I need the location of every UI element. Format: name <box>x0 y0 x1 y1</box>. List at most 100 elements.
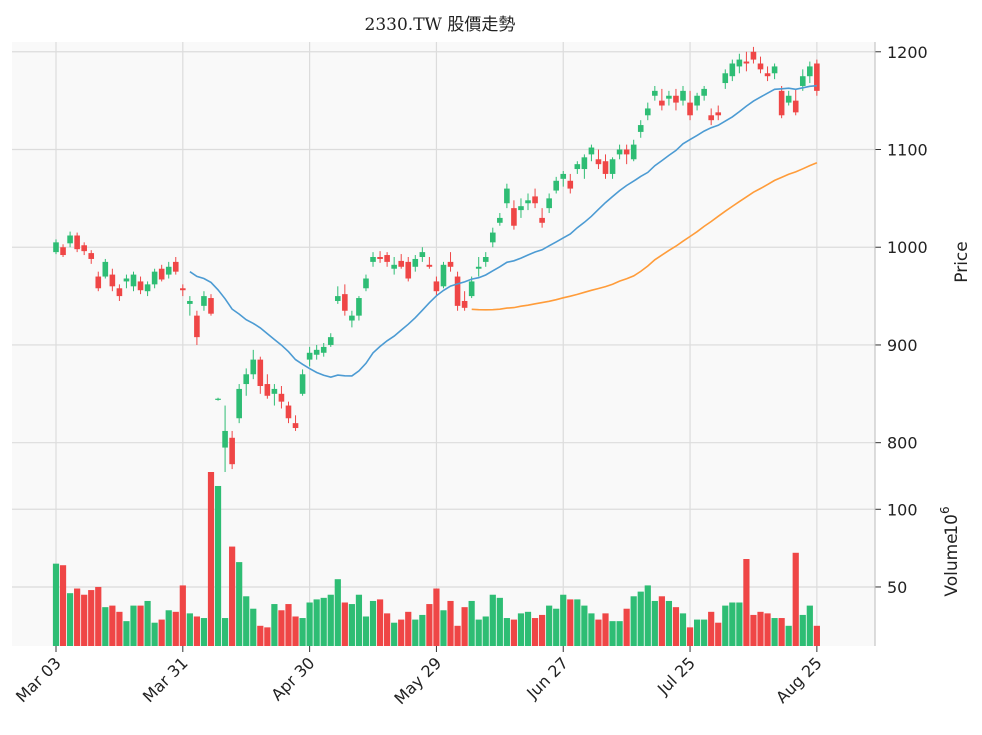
candle-body <box>497 218 503 223</box>
volume-bar <box>588 613 594 646</box>
candle-body <box>483 257 489 262</box>
volume-bar <box>764 613 770 646</box>
volume-bar <box>384 613 390 646</box>
candle-body <box>138 281 144 290</box>
volume-bar <box>88 590 94 646</box>
x-tick-label: Mar 03 <box>12 653 65 706</box>
candle-body <box>722 73 728 83</box>
volume-bar <box>95 587 101 646</box>
volume-bar <box>370 601 376 646</box>
candle-body <box>349 316 355 321</box>
candle-body <box>180 288 186 290</box>
volume-bar <box>617 621 623 646</box>
candle-body <box>539 218 545 223</box>
volume-bar <box>786 626 792 646</box>
volume-bar <box>807 606 813 646</box>
volume-exponent: 106 <box>938 506 962 535</box>
candle-body <box>420 252 426 257</box>
volume-bar <box>736 603 742 647</box>
volume-bar <box>652 601 658 646</box>
volume-bar <box>299 618 305 646</box>
volume-panel: 50100 <box>12 472 918 646</box>
candle-body <box>567 181 573 189</box>
candle-body <box>751 52 757 60</box>
volume-bar <box>518 613 524 646</box>
volume-bar <box>771 618 777 646</box>
volume-bar <box>743 559 749 646</box>
candle-body <box>666 96 672 99</box>
volume-bar <box>469 601 475 646</box>
candle-body <box>800 76 806 86</box>
volume-bar <box>229 547 235 646</box>
candle-body <box>715 112 721 115</box>
volume-bar <box>419 615 425 646</box>
volume-bar <box>123 621 129 646</box>
candle-body <box>617 150 623 155</box>
volume-bar <box>701 620 707 646</box>
candle-body <box>701 89 707 96</box>
volume-bar <box>74 589 80 646</box>
volume-bar <box>159 620 165 646</box>
volume-bar <box>194 616 200 646</box>
volume-bar <box>152 623 158 646</box>
candle-body <box>314 350 320 355</box>
volume-bar <box>504 618 510 646</box>
volume-exponent-base: 10 <box>942 514 962 536</box>
volume-bar <box>236 562 242 646</box>
volume-bar <box>609 621 615 646</box>
candle-body <box>518 206 524 210</box>
candle-body <box>687 103 693 116</box>
volume-bar <box>363 616 369 646</box>
volume-bar <box>412 620 418 646</box>
candle-body <box>124 279 130 282</box>
volume-bar <box>462 607 468 646</box>
candle-body <box>131 275 137 287</box>
x-tick-label: Aug 25 <box>772 653 826 707</box>
volume-bar <box>144 601 150 646</box>
volume-bar <box>476 620 482 646</box>
candle-body <box>250 360 256 375</box>
volume-axis-label-text: Volume <box>942 533 962 596</box>
candle-body <box>117 288 123 296</box>
candle-body <box>173 262 179 272</box>
candle-body <box>286 406 292 419</box>
candle-body <box>476 267 482 269</box>
candle-body <box>74 236 80 250</box>
volume-bar <box>116 612 122 646</box>
candle-body <box>300 374 306 394</box>
volume-bar <box>187 613 193 646</box>
candle-body <box>342 294 348 311</box>
candle-body <box>441 265 447 287</box>
candle-body <box>363 279 369 289</box>
candle-body <box>265 384 271 396</box>
candle-body <box>321 347 327 353</box>
candle-body <box>243 374 249 384</box>
volume-bar <box>560 595 566 646</box>
candle-body <box>293 423 299 428</box>
candle-body <box>546 198 552 208</box>
candle-body <box>504 189 510 204</box>
x-tick-label: Apr 30 <box>267 653 318 704</box>
candle-body <box>610 159 616 174</box>
candle-body <box>490 233 496 243</box>
volume-bar <box>60 565 66 646</box>
candle-body <box>215 399 221 400</box>
candle-body <box>448 262 454 267</box>
volume-bar <box>398 620 404 646</box>
candle-body <box>434 281 440 291</box>
volume-bar <box>321 598 327 646</box>
volume-bar <box>208 472 214 646</box>
candle-body <box>272 389 278 394</box>
candle-body <box>511 208 517 226</box>
candle-body <box>758 64 764 70</box>
price-panel: 800900100011001200 <box>12 42 928 472</box>
volume-bar <box>307 603 313 647</box>
candle-body <box>328 337 334 345</box>
candle-body <box>53 242 59 252</box>
candle-body <box>730 64 736 77</box>
volume-bar <box>631 596 637 646</box>
candle-body <box>258 360 264 386</box>
candle-body <box>624 150 630 155</box>
volume-bar <box>680 613 686 646</box>
